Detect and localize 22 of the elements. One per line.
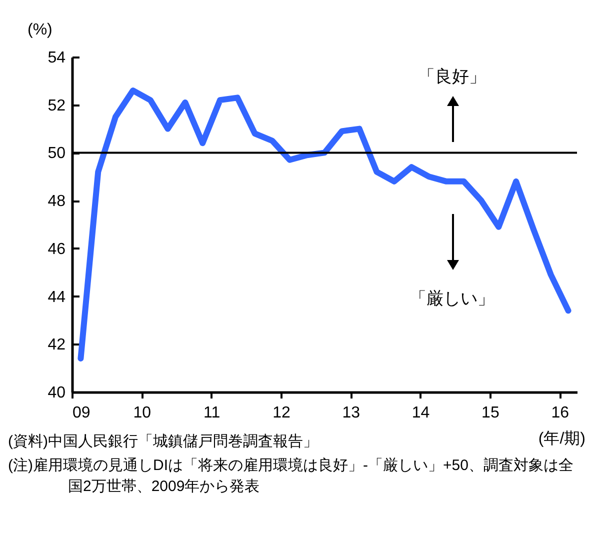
y-tick-label: 54 bbox=[48, 50, 66, 66]
x-axis-title: (年/期) bbox=[538, 430, 586, 448]
x-tick-label: 09 bbox=[72, 404, 90, 422]
y-tick-label: 44 bbox=[48, 288, 66, 306]
x-tick-label: 13 bbox=[342, 404, 360, 422]
y-tick-label: 46 bbox=[48, 240, 66, 258]
y-tick-label: 40 bbox=[48, 384, 66, 402]
x-tick-label: 11 bbox=[204, 404, 220, 422]
y-tick-label: 42 bbox=[48, 336, 66, 354]
x-tick-label: 15 bbox=[482, 404, 500, 422]
y-tick-label: 48 bbox=[48, 193, 66, 210]
text: (注)雇用環境の見通しDIは「将来の雇用環境は良好」-「厳しい」+50、調査対象は全国2万世帯、2009年から発表 bbox=[8, 456, 574, 497]
y-tick-label: 52 bbox=[48, 97, 66, 114]
x-tick-label: 14 bbox=[412, 404, 430, 422]
annotation: 「厳しい」 bbox=[410, 289, 494, 308]
x-tick-label: 10 bbox=[133, 404, 152, 422]
y-tick-label: 50 bbox=[48, 145, 66, 162]
text: (資料)中国人民銀行「城鎮儲戸問巻調査報告」 bbox=[8, 432, 318, 452]
x-tick-label: 16 bbox=[551, 404, 570, 422]
annotation: 「良好」 bbox=[418, 67, 486, 86]
y-axis-title: (%) bbox=[28, 22, 52, 38]
x-tick-label: 12 bbox=[272, 404, 290, 422]
